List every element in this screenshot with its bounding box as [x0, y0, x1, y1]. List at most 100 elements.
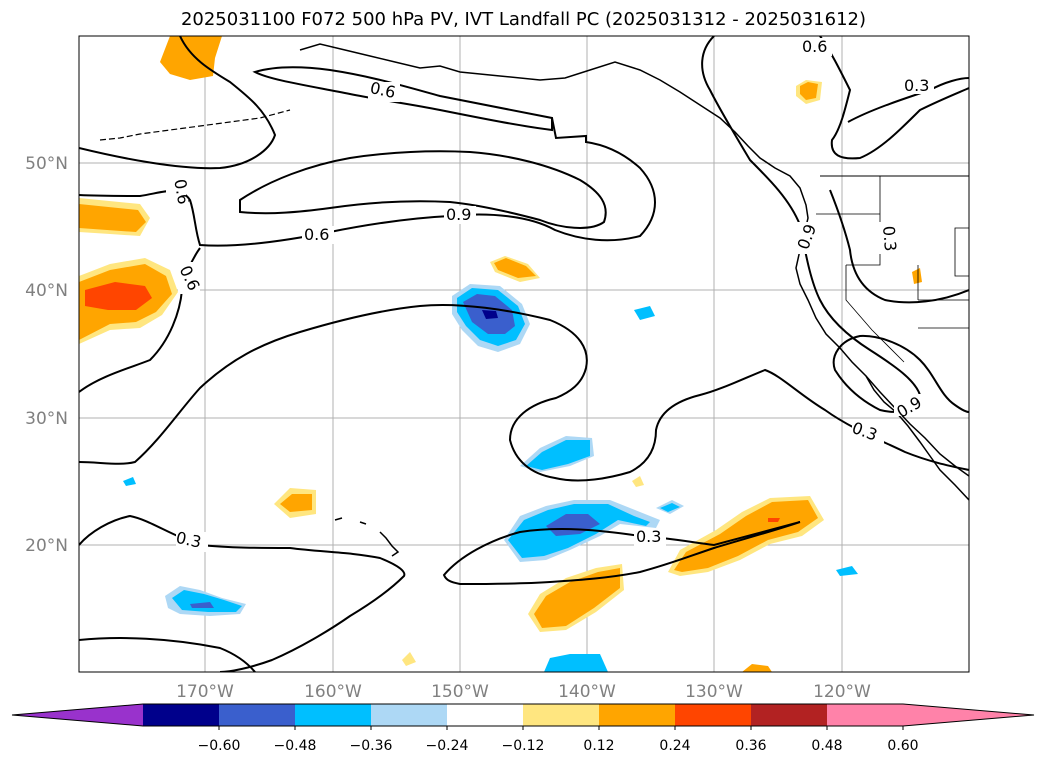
contour-line	[829, 189, 969, 304]
colorbar-segments	[11, 703, 1035, 727]
negative-region	[123, 477, 136, 486]
colorbar-outline	[11, 703, 1035, 727]
negative-region	[190, 602, 214, 608]
positive-region	[160, 36, 222, 80]
colorbar-segment	[675, 704, 752, 726]
positive-region	[79, 204, 146, 232]
colorbar-segment	[827, 704, 904, 726]
colorbar-tick-label: 0.60	[887, 738, 918, 754]
latitude-labels: 50°N 40°N 30°N 20°N	[25, 154, 68, 556]
contour-line	[79, 637, 256, 672]
lat-label-20n: 20°N	[25, 536, 68, 556]
positive-region	[494, 258, 536, 278]
negative-region	[634, 306, 655, 320]
colorbar-tick-label: −0.48	[274, 738, 317, 754]
colorbar-segment	[447, 704, 524, 726]
lat-label-30n: 30°N	[25, 409, 68, 429]
contour-label: 0.6	[170, 178, 193, 206]
contour-label: 0.3	[636, 527, 661, 546]
baja-coastline	[865, 375, 969, 501]
contour-line	[239, 150, 607, 229]
pv-shading	[79, 36, 922, 672]
negative-region	[544, 654, 608, 672]
negative-region	[660, 503, 680, 512]
label-halo	[878, 222, 898, 254]
colorbar: −0.60 −0.48 −0.36 −0.24 −0.12 0.12 0.24 0.36 0.4…	[11, 703, 1035, 754]
colorbar-tick-label: −0.60	[198, 738, 241, 754]
positive-region	[742, 664, 772, 672]
positive-region	[402, 652, 416, 666]
label-halo	[302, 226, 334, 244]
contour-label: 0.6	[368, 78, 397, 102]
contour-line	[79, 303, 969, 482]
positive-region	[632, 476, 644, 487]
colorbar-segment	[371, 704, 448, 726]
label-halo	[368, 82, 400, 102]
colorbar-tick-label: −0.36	[350, 738, 393, 754]
label-halo	[178, 262, 200, 294]
contour-line	[79, 36, 277, 170]
negative-region	[526, 440, 590, 470]
map-frame	[78, 35, 970, 673]
colorbar-tick-label: −0.24	[426, 738, 469, 754]
colorbar-tick-label: 0.36	[735, 738, 766, 754]
lat-label-50n: 50°N	[25, 154, 68, 174]
aleutian-islands	[99, 109, 291, 141]
colorbar-ticks: −0.60 −0.48 −0.36 −0.24 −0.12 0.12 0.24 0.36 0.4…	[198, 726, 919, 754]
contour-label: 0.9	[446, 205, 471, 224]
positive-region	[800, 82, 818, 100]
label-halo	[166, 174, 186, 206]
colorbar-segment	[219, 704, 296, 726]
lon-label-150w: 150°W	[431, 682, 489, 702]
colorbar-tick-label: 0.48	[811, 738, 842, 754]
contour-line	[79, 117, 656, 247]
negative-region	[172, 590, 242, 612]
contour-labels: 0.6 0.6 0.3 0.9 0.6 0.6 0.6 0.9 0.3 0.9 …	[166, 37, 934, 552]
positive-region	[280, 494, 312, 512]
label-halo	[800, 38, 832, 56]
colorbar-tick-label: 0.24	[659, 738, 690, 754]
lon-label-140w: 140°W	[558, 682, 616, 702]
map-panel	[78, 35, 970, 673]
map-title: 2025031100 F072 500 hPa PV, IVT Landfall…	[180, 9, 867, 30]
contour-line	[79, 514, 406, 672]
contour-line	[701, 36, 969, 413]
positive-region	[768, 518, 780, 522]
state-borders	[816, 176, 969, 363]
contour-line	[252, 66, 553, 132]
contour-label: 0.3	[174, 528, 203, 552]
colorbar-extend-high	[903, 704, 1034, 726]
label-halo	[852, 424, 884, 444]
colorbar-segment	[599, 704, 676, 726]
hawaiian-islands	[334, 517, 400, 557]
longitude-labels: 170°W 160°W 150°W 140°W 130°W 120°W	[176, 682, 871, 702]
contour-label: 0.6	[802, 37, 827, 56]
label-halo	[902, 76, 934, 94]
positive-region	[85, 282, 152, 310]
contour-label: 0.3	[904, 76, 929, 95]
label-halo	[894, 394, 926, 416]
coastlines	[99, 43, 969, 557]
negative-region	[836, 566, 858, 576]
lon-label-120w: 120°W	[813, 682, 871, 702]
lon-label-170w: 170°W	[176, 682, 234, 702]
contour-line	[442, 521, 801, 586]
colorbar-segment	[295, 704, 372, 726]
colorbar-segment	[751, 704, 828, 726]
colorbar-tick-label: −0.12	[502, 738, 545, 754]
colorbar-extend-low	[12, 704, 143, 726]
contour-label: 0.3	[879, 225, 900, 252]
lon-label-130w: 130°W	[685, 682, 743, 702]
colorbar-segment	[523, 704, 600, 726]
positive-region	[912, 268, 922, 284]
map-background	[79, 36, 969, 672]
lon-label-160w: 160°W	[304, 682, 362, 702]
colorbar-segment	[143, 704, 220, 726]
contour-label: 0.6	[304, 225, 329, 244]
colorbar-tick-label: 0.12	[583, 738, 614, 754]
lat-label-40n: 40°N	[25, 281, 68, 301]
positive-region	[534, 568, 620, 628]
label-halo	[634, 528, 666, 546]
label-halo	[444, 206, 476, 224]
